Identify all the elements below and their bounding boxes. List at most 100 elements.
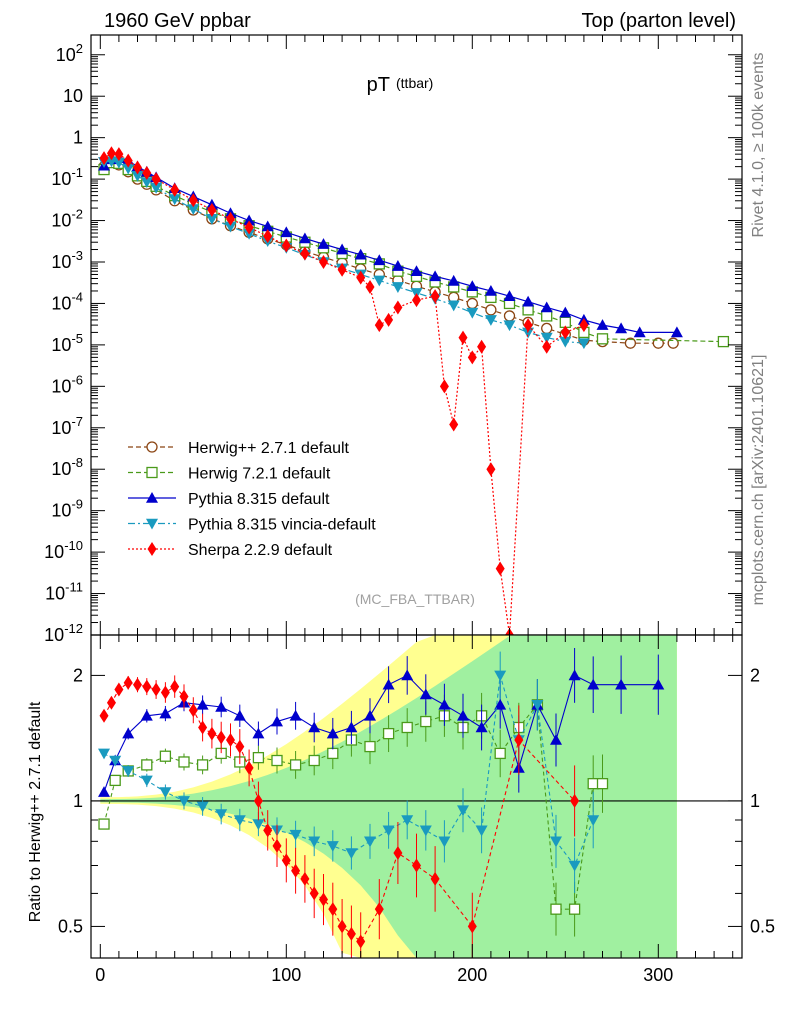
data-point: [559, 306, 572, 318]
chart-title-sub: (ttbar): [396, 75, 433, 91]
data-point: [542, 339, 552, 354]
ratio-data-point: [327, 747, 339, 760]
ratio-data-point: [587, 778, 599, 790]
data-point: [466, 297, 478, 310]
data-point: [224, 221, 237, 233]
data-point: [205, 214, 218, 225]
legend-marker: [146, 492, 158, 503]
y-tick-label: 102: [56, 41, 83, 65]
ratio-data-point: [252, 819, 265, 831]
data-point: [717, 335, 730, 348]
data-point: [615, 322, 628, 334]
data-point: [670, 326, 683, 338]
data-point: [317, 238, 330, 249]
data-point: [391, 282, 404, 293]
legend-marker: [146, 518, 158, 530]
data-point: [151, 172, 161, 187]
ratio-band-green: [100, 635, 677, 958]
ratio-data-point: [106, 695, 116, 710]
series-2: [98, 152, 683, 338]
data-point: [485, 304, 497, 316]
data-point: [356, 270, 366, 285]
data-point: [412, 293, 421, 308]
data-point: [391, 260, 404, 271]
ratio-data-point: [568, 669, 581, 681]
series-line: [103, 157, 677, 334]
y-tick-label: 1: [73, 128, 83, 148]
ratio-data-point: [494, 670, 507, 682]
ratio-series-line: [103, 703, 603, 910]
ratio-data-point: [393, 846, 403, 861]
data-point: [540, 332, 553, 344]
ratio-data-point: [291, 863, 301, 878]
ratio-series-line: [103, 682, 576, 943]
legend: Herwig++ 2.7.1 default Herwig 7.2.1 defau…: [128, 440, 376, 559]
y-tick-label: 10-4: [51, 289, 83, 313]
y-tick-exponent: -1: [71, 165, 83, 180]
ratio-data-point: [252, 751, 265, 764]
ratio-data-point: [494, 747, 506, 760]
ratio-ylabel: Ratio to Herwig++ 2.7.1 default: [27, 701, 44, 922]
x-tick-label: 0: [95, 965, 105, 985]
legend-label: Pythia 8.315 default: [188, 491, 330, 508]
series-1: [98, 156, 730, 348]
data-point: [579, 318, 589, 333]
data-point: [122, 163, 135, 175]
ratio-data-point: [308, 754, 320, 767]
data-point: [142, 166, 152, 181]
data-point: [429, 270, 442, 282]
y-tick-label: 10-12: [44, 621, 83, 645]
ratio-data-point: [122, 766, 135, 777]
ratio-data-point: [514, 732, 524, 747]
ratio-data-point: [215, 809, 228, 821]
data-point: [541, 310, 553, 322]
ratio-data-point: [382, 678, 395, 690]
ratio-data-point: [382, 825, 395, 837]
ratio-data-point: [289, 709, 302, 721]
data-point: [447, 300, 460, 312]
data-point: [374, 318, 384, 333]
data-point: [577, 338, 590, 350]
legend-entry: Pythia 8.315 vincia-default: [128, 517, 376, 534]
series-line: [103, 161, 724, 343]
data-point: [188, 193, 198, 208]
ratio-data-point: [337, 919, 347, 934]
ratio-y-tick-label: 1: [73, 791, 83, 811]
ratio-data-point: [328, 902, 338, 917]
ratio-data-point: [272, 838, 282, 853]
ratio-data-point: [196, 759, 209, 771]
data-point: [523, 318, 533, 333]
ratio-data-point: [308, 836, 321, 848]
header-right: Top (parton level): [581, 10, 736, 32]
ratio-data-point: [568, 860, 581, 872]
side-label-bottom: mcplots.cern.ch [arXiv:2401.10621]: [750, 355, 767, 606]
data-point: [261, 220, 274, 232]
data-point: [466, 307, 479, 319]
ratio-data-point: [98, 748, 111, 760]
y-tick-label: 10-5: [51, 331, 83, 355]
y-tick-exponent: -10: [64, 538, 83, 553]
ratio-data-point: [587, 678, 600, 690]
ratio-data-point: [550, 903, 562, 915]
data-point: [298, 232, 311, 244]
data-point: [319, 254, 328, 269]
ratio-data-point: [123, 675, 133, 690]
data-point: [503, 290, 516, 301]
legend-entry: Pythia 8.315 default: [128, 491, 330, 508]
legend-label: Pythia 8.315 vincia-default: [188, 517, 376, 534]
data-point: [133, 160, 142, 175]
data-point: [170, 182, 180, 197]
ratio-data-point: [159, 707, 172, 719]
ratio-data-point: [401, 721, 413, 734]
ratio-data-point: [281, 853, 291, 868]
ratio-data-point: [235, 739, 245, 754]
data-point: [477, 339, 487, 354]
ratio-data-point: [133, 677, 142, 692]
data-point: [633, 326, 646, 338]
ratio-data-point: [98, 818, 110, 830]
y-tick-label: 10-11: [45, 580, 83, 604]
data-point: [300, 246, 310, 261]
ratio-series-3: [99, 675, 580, 958]
ratio-data-point: [122, 727, 135, 739]
ratio-data-point: [109, 774, 121, 787]
